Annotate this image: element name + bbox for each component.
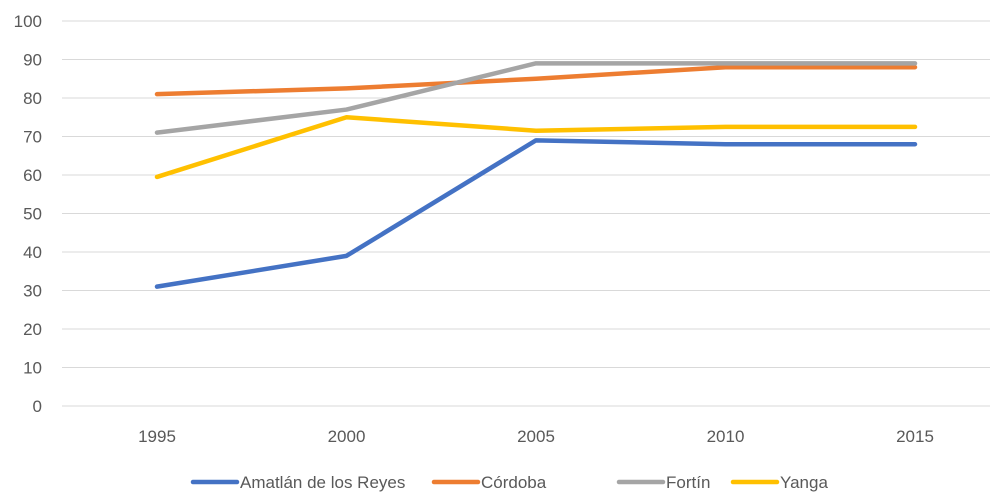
legend-label: Yanga xyxy=(780,473,828,492)
series-line-3 xyxy=(154,115,918,180)
y-axis-tick-labels: 0 10 20 30 40 50 60 70 80 90 100 xyxy=(14,12,42,416)
legend-item: Fortín xyxy=(616,473,710,492)
gridlines xyxy=(62,20,990,407)
legend: Amatlán de los Reyes Córdoba Fortín Yanga xyxy=(190,473,828,492)
y-tick-label: 0 xyxy=(33,397,42,416)
x-tick-label: 2000 xyxy=(328,427,366,446)
x-axis-tick-labels: 1995 2000 2005 2010 2015 xyxy=(138,427,934,446)
x-tick-label: 2010 xyxy=(707,427,745,446)
y-tick-label: 70 xyxy=(23,128,42,147)
legend-label: Amatlán de los Reyes xyxy=(240,473,405,492)
legend-item: Córdoba xyxy=(431,473,547,492)
legend-label: Fortín xyxy=(666,473,710,492)
y-tick-label: 50 xyxy=(23,205,42,224)
legend-item: Yanga xyxy=(730,473,828,492)
series-line-2 xyxy=(154,61,918,135)
legend-label: Córdoba xyxy=(481,473,547,492)
x-tick-label: 2015 xyxy=(896,427,934,446)
y-tick-label: 10 xyxy=(23,359,42,378)
y-tick-label: 20 xyxy=(23,320,42,339)
y-tick-label: 60 xyxy=(23,166,42,185)
x-tick-label: 2005 xyxy=(517,427,555,446)
y-tick-label: 80 xyxy=(23,89,42,108)
series-line-1 xyxy=(154,64,918,97)
x-tick-label: 1995 xyxy=(138,427,176,446)
y-tick-label: 30 xyxy=(23,282,42,301)
y-tick-label: 40 xyxy=(23,243,42,262)
series-lines xyxy=(154,61,918,289)
legend-item: Amatlán de los Reyes xyxy=(190,473,405,492)
series-line-0 xyxy=(154,138,918,289)
y-tick-label: 100 xyxy=(14,12,42,31)
y-tick-label: 90 xyxy=(23,51,42,70)
